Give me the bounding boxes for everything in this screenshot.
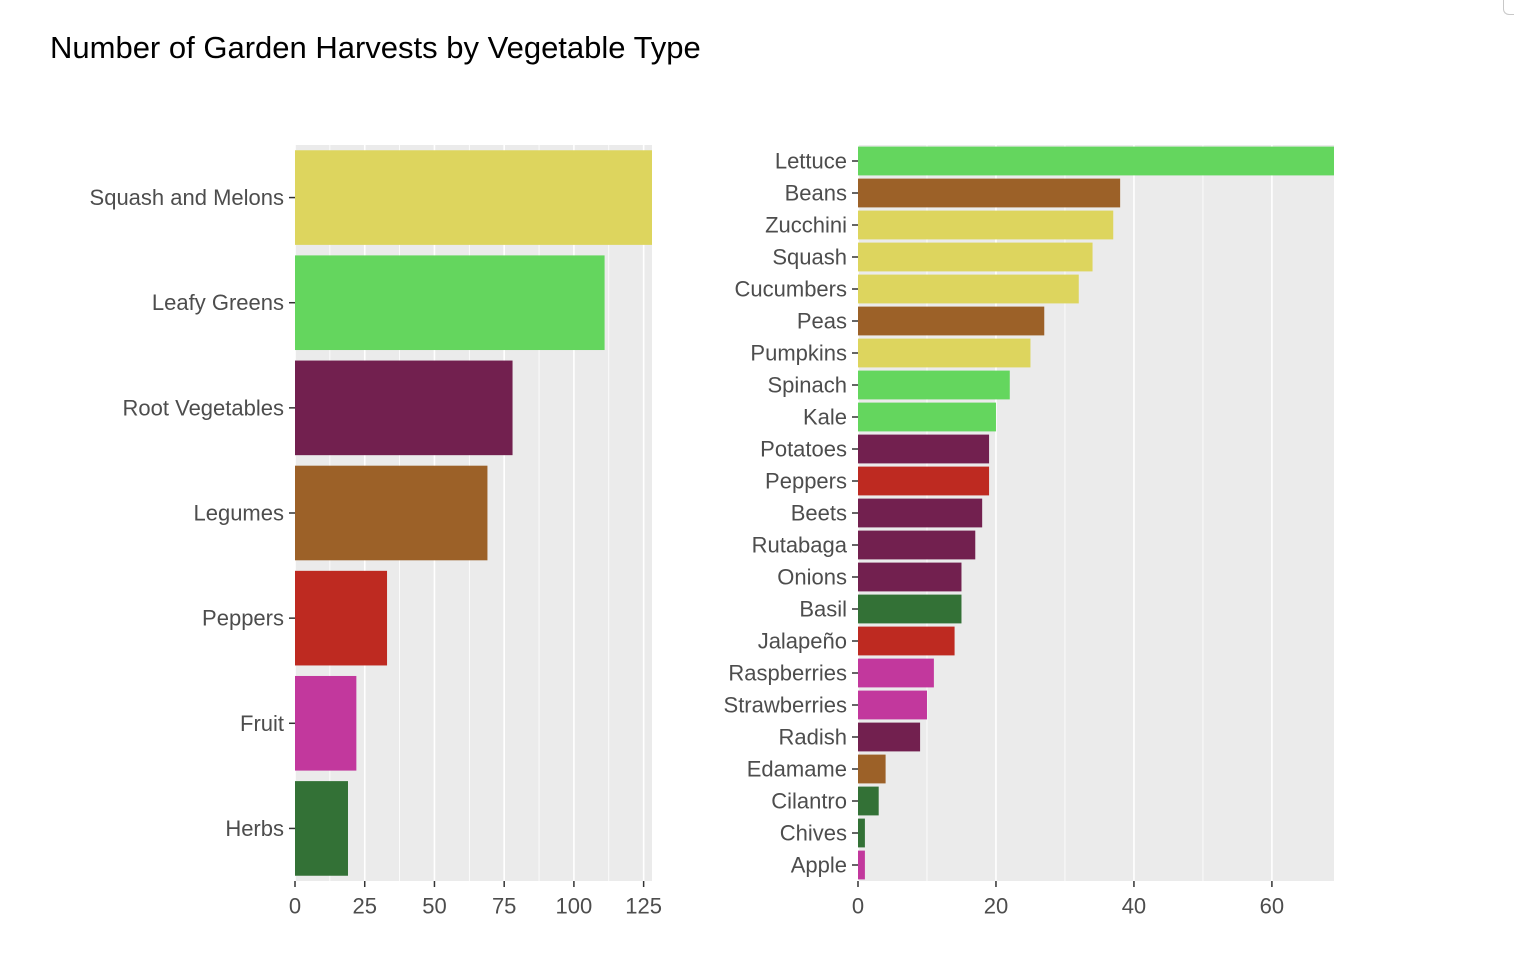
bar-pumpkins	[858, 338, 1031, 368]
panel-right: Lettuce Beans Zucchini Squash Cucumbers Peas P…	[724, 145, 1334, 919]
y-tick-label-rutabaga: Rutabaga	[752, 533, 848, 558]
bar-raspberries	[858, 658, 934, 688]
x-tick-label-40: 40	[1122, 894, 1146, 919]
bar-peas	[858, 306, 1045, 336]
bar-jalape-o	[858, 626, 955, 656]
x-tick-label-75: 75	[492, 894, 516, 919]
y-tick-label-raspberries: Raspberries	[728, 661, 847, 686]
bar-cilantro	[858, 786, 879, 816]
bar-strawberries	[858, 690, 927, 720]
y-tick-label-peppers: Peppers	[765, 469, 847, 494]
bar-edamame	[858, 754, 886, 784]
y-tick-label-lettuce: Lettuce	[775, 149, 847, 174]
y-tick-label-peas: Peas	[797, 309, 847, 334]
y-tick-label-apple: Apple	[791, 853, 847, 878]
chart-title: Number of Garden Harvests by Vegetable T…	[50, 30, 701, 65]
bar-beets	[858, 498, 983, 528]
y-tick-label-squash: Squash	[772, 245, 847, 270]
y-tick-label-zucchini: Zucchini	[765, 213, 847, 238]
bar-lettuce	[858, 146, 1334, 176]
y-tick-label-jalape-o: Jalapeño	[758, 629, 847, 654]
bar-onions	[858, 562, 962, 592]
bar-peppers	[858, 466, 990, 496]
x-tick-label-20: 20	[984, 894, 1008, 919]
bar-legumes	[295, 465, 488, 561]
bar-squash	[858, 242, 1093, 272]
y-tick-label-beets: Beets	[791, 501, 847, 526]
y-tick-label-peppers: Peppers	[202, 606, 284, 631]
bar-root-vegetables	[295, 360, 513, 456]
y-tick-label-strawberries: Strawberries	[724, 693, 847, 718]
x-tick-label-0: 0	[852, 894, 864, 919]
y-tick-label-cucumbers: Cucumbers	[735, 277, 847, 302]
x-tick-label-60: 60	[1260, 894, 1284, 919]
bar-radish	[858, 722, 921, 752]
x-tick-label-25: 25	[352, 894, 376, 919]
y-tick-label-edamame: Edamame	[747, 757, 847, 782]
y-tick-label-onions: Onions	[777, 565, 847, 590]
y-tick-label-pumpkins: Pumpkins	[750, 341, 847, 366]
y-tick-label-kale: Kale	[803, 405, 847, 430]
y-tick-label-root-vegetables: Root Vegetables	[123, 395, 284, 420]
x-tick-label-100: 100	[556, 894, 593, 919]
panel-left: Squash and Melons Leafy Greens Root Vegeta…	[90, 145, 662, 919]
y-tick-label-legumes: Legumes	[193, 501, 284, 526]
x-tick-label-50: 50	[422, 894, 446, 919]
bar-basil	[858, 594, 962, 624]
bar-potatoes	[858, 434, 990, 464]
bar-apple	[858, 850, 865, 880]
y-tick-label-basil: Basil	[799, 597, 847, 622]
y-tick-label-herbs: Herbs	[225, 816, 284, 841]
bar-leafy-greens	[295, 255, 605, 351]
bar-squash-and-melons	[295, 150, 652, 245]
bar-kale	[858, 402, 996, 432]
bar-zucchini	[858, 210, 1114, 240]
y-tick-label-spinach: Spinach	[767, 373, 847, 398]
x-tick-label-0: 0	[289, 894, 301, 919]
bar-chives	[858, 818, 865, 848]
bar-herbs	[295, 781, 348, 876]
y-tick-label-squash-and-melons: Squash and Melons	[90, 185, 284, 210]
bar-beans	[858, 178, 1121, 208]
y-tick-label-chives: Chives	[780, 821, 847, 846]
bar-rutabaga	[858, 530, 976, 560]
bar-spinach	[858, 370, 1010, 400]
y-tick-label-radish: Radish	[779, 725, 847, 750]
y-tick-label-cilantro: Cilantro	[771, 789, 847, 814]
bar-peppers	[295, 570, 388, 666]
y-tick-label-potatoes: Potatoes	[760, 437, 847, 462]
y-tick-label-beans: Beans	[785, 181, 847, 206]
x-tick-label-125: 125	[625, 894, 662, 919]
bar-cucumbers	[858, 274, 1079, 304]
window-corner	[1503, 0, 1514, 15]
y-tick-label-leafy-greens: Leafy Greens	[152, 290, 284, 315]
y-tick-label-fruit: Fruit	[240, 711, 284, 736]
bar-fruit	[295, 675, 357, 771]
